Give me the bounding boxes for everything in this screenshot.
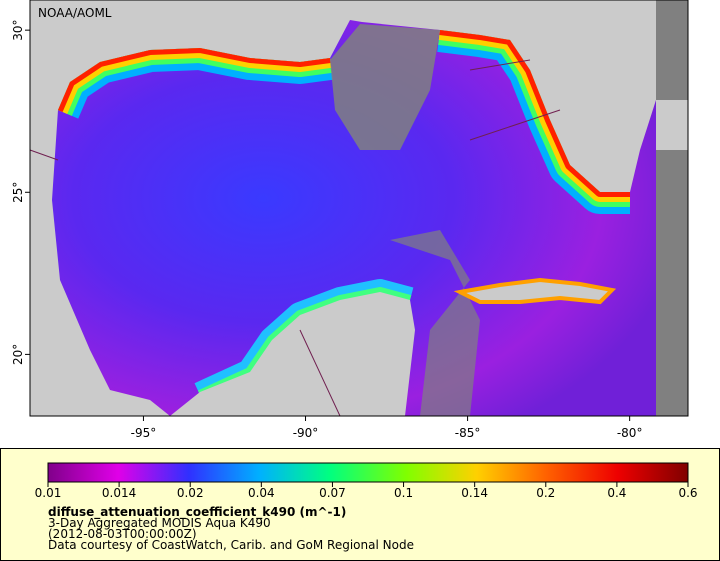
colorbar-label: 0.014 (102, 486, 136, 500)
y-tick-label: 20° (11, 344, 25, 365)
x-tick-label: -95° (131, 426, 157, 440)
yucatan (170, 292, 415, 416)
source: Data courtesy of CoastWatch, Carib. and … (48, 538, 414, 552)
variable: diffuse_attenuation_coefficient_k490 (m^… (48, 505, 346, 520)
colorbar-label: 0.4 (607, 486, 626, 500)
colorbar-label: 0.02 (177, 486, 204, 500)
border (29, 59, 561, 417)
map: NOAA/AOML (29, 0, 689, 417)
map-frame (29, 0, 689, 417)
no-data (656, 0, 688, 416)
y-tick-label: 30° (11, 20, 25, 41)
cuba (453, 277, 617, 305)
colorbar-label: 0.07 (319, 486, 346, 500)
colorbar-label: 0.04 (248, 486, 275, 500)
x-tick-label: -90° (293, 426, 319, 440)
credit: NOAA/AOML (38, 6, 112, 20)
dataset: 3-Day Aggregated MODIS Aqua K490 (48, 516, 271, 530)
time: (2012-08-03T00:00:00Z) (48, 527, 197, 541)
no-data (330, 24, 440, 150)
colorbar-label: 0.14 (461, 486, 488, 500)
x-tick-label: -85° (455, 426, 481, 440)
land (656, 100, 688, 150)
x-tick-label: -80° (617, 426, 643, 440)
colorbar-label: 0.01 (35, 486, 62, 500)
colorbar-label: 0.2 (536, 486, 555, 500)
colorbar-label: 0.6 (678, 486, 697, 500)
colorbar-label: 0.1 (394, 486, 413, 500)
colorbar (47, 462, 689, 483)
y-tick-label: 25° (11, 182, 25, 203)
no-data (390, 230, 480, 416)
ocean (52, 20, 656, 416)
